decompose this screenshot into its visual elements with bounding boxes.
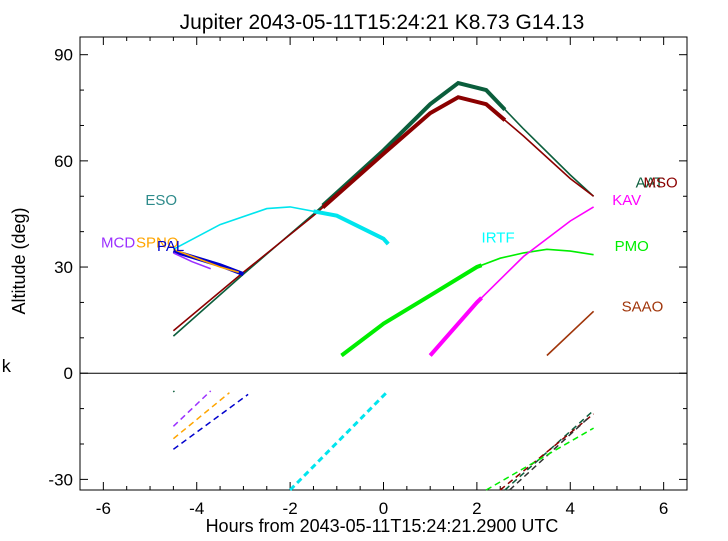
label-saao: SAAO [622,298,664,315]
label-pmo: PMO [615,238,649,255]
label-aat: AAT [636,174,664,191]
lower-curve-aat [172,390,175,393]
x-tick-label: 6 [659,499,668,518]
curve-pmo [341,248,594,357]
label-irtf: IRTF [482,229,515,246]
label-mcd: MCD [101,235,135,252]
label-mso: MSO [643,174,677,191]
curve-spno [173,248,240,274]
x-tick-label: -4 [189,499,204,518]
x-axis-title: Hours from 2043-05-11T15:24:21.2900 UTC [206,516,559,536]
lower-curve-pal [172,393,249,450]
x-tick-label: 0 [379,499,388,518]
x-tick-label: 2 [472,499,481,518]
curve-aat-thick [321,80,507,207]
axis-ticks: -6 -4 -2 0 2 4 6 -30 0 30 60 90 [48,37,687,518]
upper-panel-curves [172,80,595,358]
lower-curve-pmo_b [485,427,594,491]
plot-frame [79,36,688,491]
lower-curve-eso [289,389,390,492]
plot-border [79,36,688,491]
side-mark: k [1,357,11,377]
curve-saao [546,310,595,357]
y-tick-label: 0 [64,364,73,383]
x-tick-label: -2 [283,499,298,518]
y-tick-label: 90 [54,46,73,65]
y-tick-label: 30 [54,258,73,277]
curve-mso-thick [321,95,507,209]
y-tick-label: 60 [54,152,73,171]
lower-curve-mcd [172,390,212,427]
label-eso: ESO [145,192,177,209]
label-spno: SPNO [136,235,179,252]
lower-curve-spno [172,392,230,440]
x-tick-label: -6 [96,499,111,518]
curve-kav-thick [428,296,483,357]
y-axis-title: Altitude (deg) [9,207,29,314]
label-pal: PAL [157,238,184,255]
lower-panel-curves [172,389,595,492]
x-tick-label: 4 [566,499,575,518]
curve-eso-thick [313,209,390,246]
curve-aat [172,82,595,337]
label-kav: KAV [612,192,641,209]
curve-mcd [173,252,211,270]
chart-title: Jupiter 2043-05-11T15:24:21 K8.73 G14.13 [180,11,585,34]
y-tick-label: -30 [48,470,73,489]
curve-pmo-thick [340,263,483,358]
curve-mso [172,96,595,332]
